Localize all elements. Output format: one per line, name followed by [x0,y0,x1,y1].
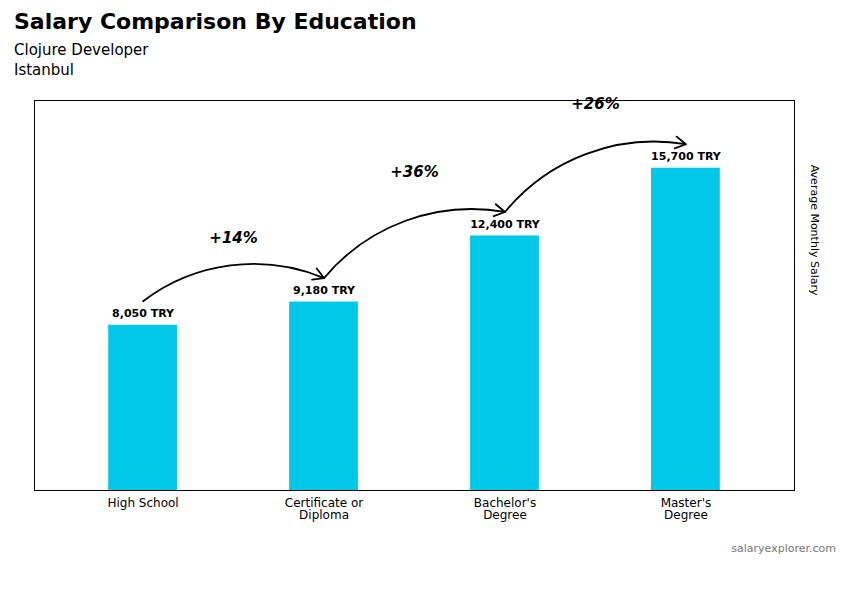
svg-text:8,050 TRY: 8,050 TRY [112,307,175,320]
svg-text:Master'sDegree: Master'sDegree [661,496,712,522]
svg-text:9,180 TRY: 9,180 TRY [293,284,356,297]
svg-text:Certificate orDiploma: Certificate orDiploma [285,496,363,522]
html-text:Salary Comparison By Education: Salary Comparison By Education [14,9,417,34]
svg-text:12,400 TRY: 12,400 TRY [470,218,541,231]
svg-text:+26%: +26% [571,95,619,113]
html-text:Istanbul: Istanbul [14,61,74,79]
svg-text:Average Monthly Salary: Average Monthly Salary [808,165,821,296]
html-text:salaryexplorer.com: salaryexplorer.com [731,542,836,555]
html-text:Clojure Developer: Clojure Developer [14,41,149,59]
svg-text:+14%: +14% [209,229,257,247]
svg-text:+36%: +36% [390,163,438,181]
svg-text:High School: High School [107,496,178,510]
svg-text:15,700 TRY: 15,700 TRY [651,150,722,163]
svg-text:Bachelor'sDegree: Bachelor'sDegree [474,496,536,522]
